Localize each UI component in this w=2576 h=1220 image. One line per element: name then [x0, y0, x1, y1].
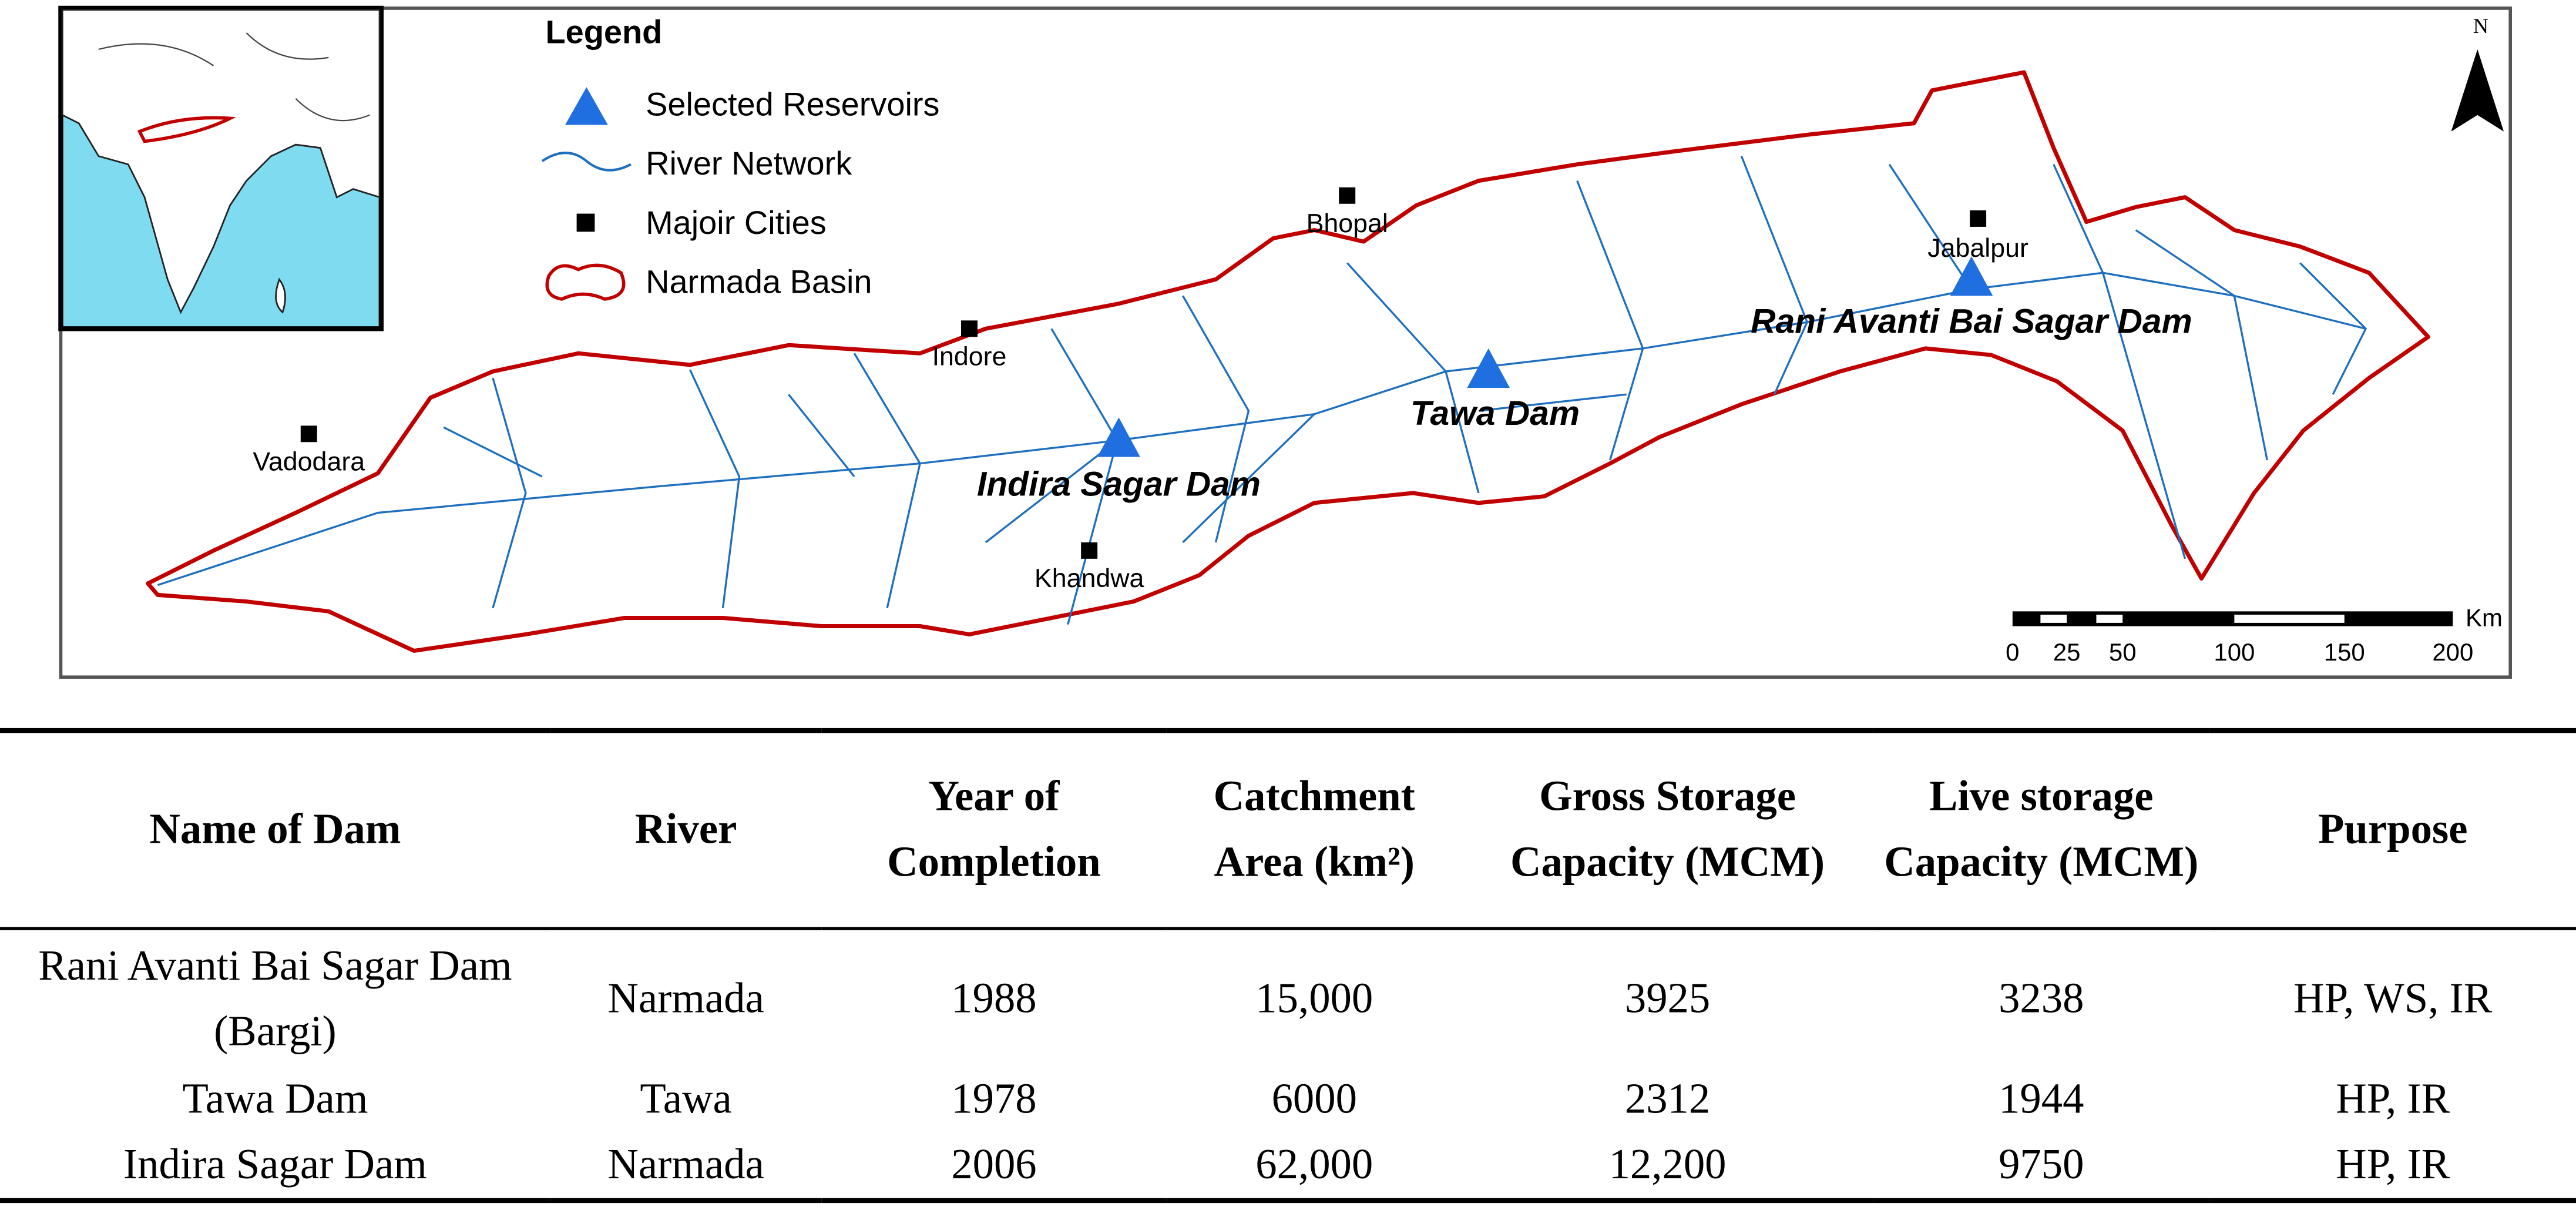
north-arrow	[2451, 49, 2504, 132]
dam-table: Name of Dam River Year of Completion Catchm…	[0, 728, 2576, 1204]
table-cell: Tawa Dam	[182, 1074, 368, 1123]
legend-icon	[565, 87, 608, 125]
city-marker	[300, 425, 317, 443]
table-cell: 3238	[1999, 973, 2084, 1022]
table-cell: 3925	[1624, 973, 1711, 1022]
table-cell: HP, WS, IR	[2293, 973, 2493, 1022]
table-cell: 9750	[1873, 1132, 2210, 1204]
city-marker	[1970, 210, 1987, 227]
map: Indira Sagar Dam Tawa Dam Rani Avanti Ba…	[58, 5, 2513, 679]
scale-label: 100	[2214, 638, 2255, 666]
table-cell: 1988	[951, 973, 1037, 1022]
inset-island	[275, 277, 286, 314]
dam-label: Tawa Dam	[1410, 394, 1580, 433]
city-label: Vadodara	[253, 447, 365, 476]
dam-marker	[1950, 256, 1993, 296]
city-label: Khandwa	[1035, 564, 1144, 593]
scale-bar	[2012, 611, 2453, 626]
legend-icon	[541, 151, 632, 172]
city-label: Indore	[932, 341, 1007, 371]
table-cell: 12,200	[1462, 1132, 1873, 1204]
inset-map	[58, 5, 384, 331]
legend-title: Legend	[545, 14, 662, 51]
scale-label: 25	[2053, 638, 2081, 666]
scale-segment	[2040, 614, 2067, 623]
column-header: Year of Completion	[821, 728, 1167, 930]
scale-segment	[2096, 614, 2123, 623]
column-header: Gross Storage Capacity (MCM)	[1462, 728, 1873, 930]
table-cell: 2312	[1624, 1074, 1711, 1123]
river-network	[157, 156, 2367, 625]
table-cell: Narmada	[607, 973, 764, 1022]
table-cell: 1978	[951, 1074, 1037, 1123]
scale-label: 50	[2109, 638, 2137, 666]
table-cell: Tawa	[640, 1074, 732, 1123]
header-row: Name of Dam River Year of Completion Catchm…	[0, 728, 2576, 930]
table-body: Rani Avanti Bai Sagar Dam (Bargi) Narmada…	[0, 929, 2576, 1204]
inset-borders	[98, 32, 370, 122]
city-markers	[300, 187, 1987, 559]
basin-outline	[146, 70, 2430, 653]
table-cell: Indira Sagar Dam	[0, 1132, 550, 1204]
table-cell: HP, IR	[2209, 1132, 2576, 1204]
scale-segment	[2012, 611, 2453, 626]
legend-label: Selected Reservoirs	[646, 86, 939, 123]
scale-label: 150	[2324, 638, 2365, 666]
legend-label: River Network	[646, 145, 852, 182]
dam-marker	[1097, 417, 1140, 457]
table-row: Tawa Dam Tawa 1978 6000 2312 1944 HP, IR	[0, 1067, 2576, 1132]
inset-basin	[137, 116, 236, 143]
scale-label: 200	[2432, 638, 2473, 666]
table-cell: 15,000	[1255, 973, 1373, 1022]
table-cell: 2006	[821, 1132, 1167, 1204]
dam-markers	[1097, 256, 1993, 457]
legend-icon	[576, 213, 595, 232]
column-header: River	[550, 728, 822, 930]
column-header: Purpose	[2209, 728, 2576, 930]
scale-segment	[2234, 614, 2345, 623]
city-marker	[1081, 542, 1098, 559]
column-header: Name of Dam	[0, 728, 550, 930]
dam-label: Indira Sagar Dam	[977, 465, 1261, 503]
city-marker	[1339, 187, 1356, 204]
scale-unit: Km	[2466, 604, 2503, 631]
scale-label: 0	[2006, 638, 2019, 666]
table-cell: Rani Avanti Bai Sagar Dam (Bargi)	[38, 941, 512, 1055]
table-cell: 62,000	[1166, 1132, 1462, 1204]
inset-land	[61, 9, 381, 314]
city-label: Bhopal	[1307, 209, 1388, 238]
city-marker	[961, 320, 978, 337]
legend-icon	[545, 263, 626, 301]
dam-marker	[1467, 348, 1510, 388]
table-row: Rani Avanti Bai Sagar Dam (Bargi) Narmada…	[0, 929, 2576, 1067]
legend-label: Majoir Cities	[646, 204, 827, 241]
city-label: Jabalpur	[1927, 233, 2028, 263]
legend-label: Narmada Basin	[646, 263, 872, 300]
table-cell: 1944	[1999, 1074, 2084, 1123]
column-header: Catchment Area (km²)	[1166, 728, 1462, 930]
column-header: Live storage Capacity (MCM)	[1873, 728, 2210, 930]
table-row: Indira Sagar Dam Narmada 2006 62,000 12,200 9…	[0, 1132, 2576, 1204]
table-cell: Narmada	[550, 1132, 822, 1204]
table-cell: HP, IR	[2336, 1074, 2450, 1123]
north-label: N	[2473, 14, 2488, 38]
dam-label: Rani Avanti Bai Sagar Dam	[1751, 302, 2192, 340]
table-cell: 6000	[1271, 1074, 1357, 1123]
